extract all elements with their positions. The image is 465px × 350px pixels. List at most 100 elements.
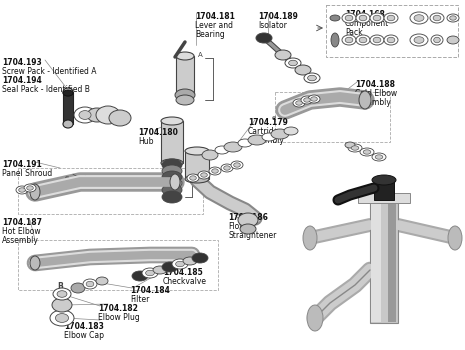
Ellipse shape [289,60,298,66]
Text: A: A [284,107,289,113]
Text: e: e [65,175,69,181]
Ellipse shape [248,135,266,145]
Ellipse shape [231,161,243,169]
Bar [358,193,410,203]
Text: 1704.181: 1704.181 [195,12,235,21]
Ellipse shape [331,33,339,47]
Bar [371,199,381,322]
Bar [18,168,203,214]
Ellipse shape [74,107,96,123]
Text: B: B [200,163,205,169]
Ellipse shape [57,291,67,297]
Ellipse shape [71,283,85,293]
Ellipse shape [330,15,340,21]
Ellipse shape [162,184,182,196]
Bar [275,92,390,142]
Ellipse shape [345,142,355,148]
Ellipse shape [348,144,362,152]
Ellipse shape [30,256,40,270]
Ellipse shape [410,34,428,46]
Text: 1704.185: 1704.185 [163,268,203,277]
Ellipse shape [430,13,444,23]
Ellipse shape [284,127,298,135]
Text: Checkvalve: Checkvalve [163,277,207,286]
Bar [18,240,218,290]
Ellipse shape [176,261,185,267]
Text: Seal Pack - Identified B: Seal Pack - Identified B [2,85,90,94]
Text: Assembly: Assembly [2,236,39,245]
Ellipse shape [52,298,72,312]
Ellipse shape [162,191,182,203]
Text: Straightener: Straightener [228,231,276,240]
Ellipse shape [24,184,36,192]
Ellipse shape [224,166,230,170]
Ellipse shape [387,37,395,43]
Text: Assembly: Assembly [355,98,392,107]
Ellipse shape [201,173,207,177]
Ellipse shape [372,175,396,185]
Ellipse shape [162,171,182,183]
Ellipse shape [172,259,188,269]
Text: 1704.191: 1704.191 [2,160,42,169]
Ellipse shape [359,15,367,21]
Ellipse shape [63,88,73,96]
Ellipse shape [79,111,91,119]
Text: Screw Pack - Identified A: Screw Pack - Identified A [2,67,97,76]
Ellipse shape [202,150,218,160]
Ellipse shape [359,37,367,43]
Ellipse shape [384,35,398,45]
Text: Hot Elbow: Hot Elbow [2,227,40,236]
Bar [176,56,194,94]
Ellipse shape [183,257,197,265]
Ellipse shape [185,175,209,183]
Ellipse shape [153,266,167,274]
Ellipse shape [96,277,108,285]
Ellipse shape [30,184,40,200]
Ellipse shape [162,159,182,171]
Ellipse shape [434,37,440,43]
Ellipse shape [176,52,194,60]
Ellipse shape [192,253,208,263]
Text: Filter: Filter [130,295,149,304]
Text: 1704.183: 1704.183 [64,322,104,331]
Ellipse shape [351,146,359,150]
Ellipse shape [308,95,320,103]
Ellipse shape [448,226,462,250]
Text: 1704.180: 1704.180 [138,128,178,137]
Ellipse shape [162,262,178,272]
Text: Panel Shroud: Panel Shroud [2,169,52,178]
Ellipse shape [176,90,194,98]
Ellipse shape [296,101,302,105]
Text: 1704.194: 1704.194 [2,76,42,85]
Text: e: e [272,115,276,121]
Ellipse shape [109,110,131,126]
Ellipse shape [447,14,459,22]
Text: Elbow Plug: Elbow Plug [98,313,140,322]
Ellipse shape [271,129,289,139]
Ellipse shape [221,164,233,172]
Ellipse shape [311,97,317,101]
Ellipse shape [359,91,371,109]
Ellipse shape [356,13,370,23]
Ellipse shape [342,35,356,45]
Ellipse shape [363,150,371,154]
Ellipse shape [414,37,424,43]
Ellipse shape [345,37,353,43]
Ellipse shape [224,142,242,152]
Ellipse shape [146,270,154,276]
Ellipse shape [238,213,258,227]
Bar [63,92,73,124]
Ellipse shape [360,148,374,156]
Ellipse shape [198,171,210,179]
Ellipse shape [384,13,398,23]
Ellipse shape [190,176,196,180]
Ellipse shape [185,147,209,155]
Ellipse shape [342,13,356,23]
Ellipse shape [142,268,158,278]
Text: A: A [198,52,203,58]
Text: Pack: Pack [345,28,363,37]
Ellipse shape [433,15,441,21]
Ellipse shape [63,90,73,96]
Ellipse shape [170,174,180,190]
Ellipse shape [370,35,384,45]
